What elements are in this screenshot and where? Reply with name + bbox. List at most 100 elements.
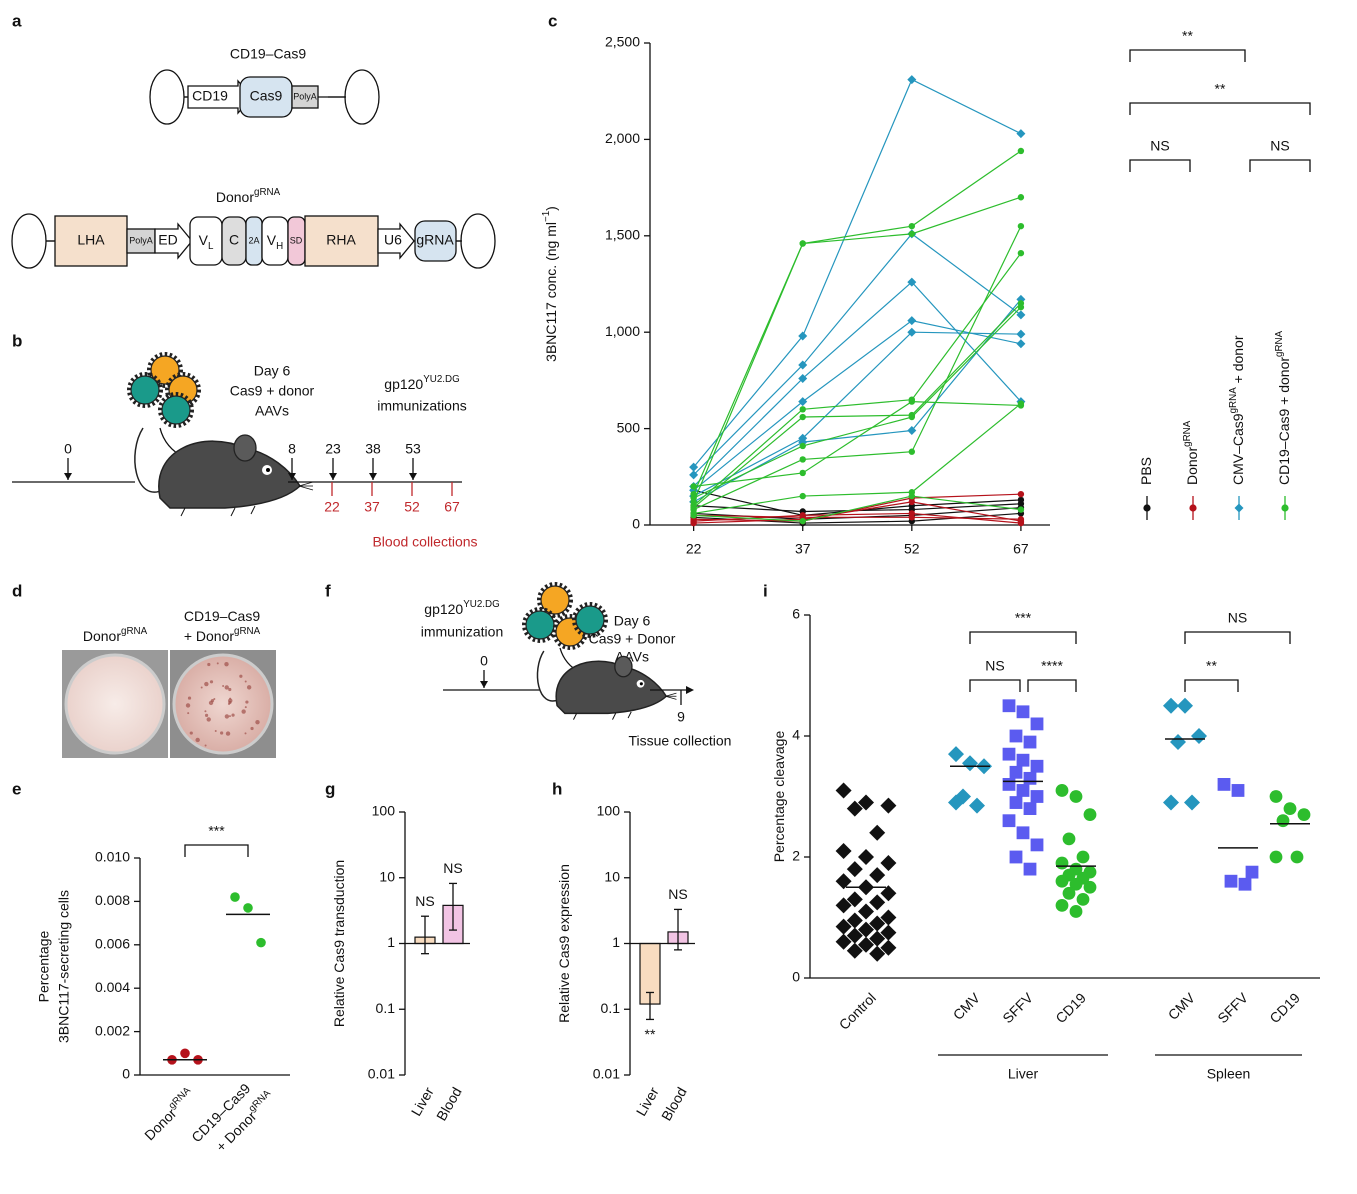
- x-tick-label: 67: [1013, 541, 1029, 557]
- text-part: V: [199, 232, 209, 248]
- y-tick-label: 10: [379, 868, 395, 884]
- itr: [460, 213, 496, 269]
- point: [846, 927, 863, 944]
- label: Day 6: [254, 363, 291, 379]
- y-tick-label: 500: [617, 419, 641, 435]
- spot: [255, 719, 260, 725]
- label: 52: [404, 499, 420, 515]
- label: Blood collections: [372, 534, 477, 550]
- point: [880, 939, 897, 956]
- y-tick-label: 4: [792, 727, 800, 743]
- y-tick-label: 0: [122, 1066, 130, 1082]
- text-part: gRNA: [121, 626, 148, 637]
- panel-letter: b: [12, 331, 22, 350]
- spot: [244, 732, 247, 735]
- significance-label: NS: [1270, 138, 1289, 154]
- point: [908, 413, 916, 421]
- label: Cas9 + donor: [230, 383, 315, 399]
- point: [1016, 826, 1030, 840]
- label: immunization: [421, 624, 503, 640]
- spot: [224, 685, 229, 690]
- point: [256, 937, 266, 948]
- mouse-foot: [573, 713, 578, 720]
- y-axis-label: Percentage: [36, 930, 52, 1002]
- text-part: gp120: [424, 601, 463, 617]
- panel-letter: g: [325, 779, 335, 798]
- significance-label: NS: [1228, 610, 1247, 626]
- itr: [149, 69, 185, 125]
- point: [690, 483, 697, 490]
- text-part: gp120: [384, 376, 423, 392]
- bracket: [1129, 49, 1246, 62]
- bracket: [1184, 679, 1239, 692]
- spot: [229, 697, 232, 700]
- point: [1017, 490, 1025, 498]
- point: [1017, 147, 1025, 155]
- point: [1016, 329, 1026, 339]
- panel-letter: h: [552, 779, 562, 798]
- point: [1269, 850, 1283, 864]
- series-line: [693, 302, 1022, 509]
- point: [1016, 705, 1030, 719]
- significance-label: NS: [668, 886, 687, 902]
- point: [1276, 814, 1290, 828]
- y-tick-label: 0.1: [376, 1000, 396, 1016]
- spot: [222, 685, 225, 688]
- point: [908, 398, 916, 405]
- point: [1245, 865, 1259, 879]
- point: [243, 903, 253, 913]
- point: [1009, 765, 1023, 779]
- promoter: [377, 222, 415, 260]
- point: [1238, 877, 1252, 891]
- spot: [195, 737, 200, 743]
- spot: [208, 700, 214, 706]
- y-axis-label: Relative Cas9 expression: [556, 864, 572, 1023]
- point: [1017, 506, 1025, 513]
- spot: [225, 731, 231, 736]
- point: [907, 316, 917, 326]
- text-part: L: [208, 241, 214, 252]
- spot: [200, 686, 203, 689]
- significance-label: **: [645, 1026, 656, 1042]
- y-tick-label: 1: [612, 934, 620, 950]
- spot: [224, 661, 229, 667]
- series-line: [693, 252, 1022, 507]
- series-line: [693, 514, 1021, 520]
- bracket: [1129, 159, 1191, 172]
- text-part: YU2.DG: [423, 374, 459, 385]
- y-axis-label: Percentage cleavage: [771, 731, 787, 863]
- y-tick-label: 0: [792, 969, 800, 985]
- point: [1170, 734, 1186, 751]
- spot: [214, 730, 217, 733]
- point: [1017, 222, 1025, 230]
- arrow-head: [369, 473, 377, 480]
- mouse-foot: [180, 507, 186, 517]
- arrow-head: [288, 473, 296, 480]
- text-part: H: [276, 241, 283, 252]
- text-part: CD19–Cas9 + donor: [1276, 357, 1292, 485]
- point: [908, 514, 916, 521]
- y-tick-label: 1,000: [605, 323, 640, 339]
- spot: [213, 697, 216, 700]
- aav-spikes: [537, 582, 573, 618]
- label: 0: [64, 441, 72, 457]
- bracket: [184, 844, 249, 857]
- point: [858, 921, 874, 938]
- mouse-ear: [614, 655, 633, 678]
- well: [172, 653, 274, 755]
- aav-spikes: [572, 602, 608, 638]
- y-tick-label: 0.004: [95, 979, 130, 995]
- mouse-pupil: [266, 468, 270, 472]
- mouse-whisker: [665, 695, 677, 700]
- point: [1023, 862, 1037, 876]
- bracket: [969, 631, 1077, 644]
- point: [846, 861, 863, 878]
- point: [846, 891, 863, 908]
- y-tick-label: 10: [604, 868, 620, 884]
- y-tick-label: 2,500: [605, 34, 640, 50]
- panel-letter: e: [12, 779, 21, 798]
- label: 22: [324, 499, 340, 515]
- point: [799, 517, 806, 525]
- label: VL: [199, 232, 214, 252]
- point: [1016, 129, 1026, 139]
